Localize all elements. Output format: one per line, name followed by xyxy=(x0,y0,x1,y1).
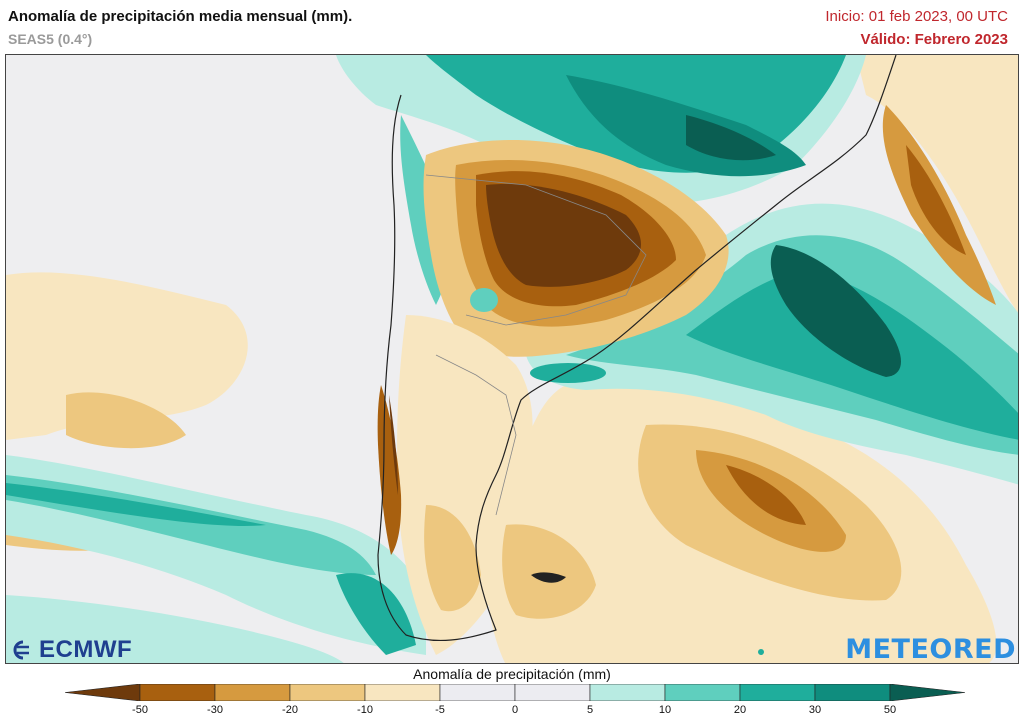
colorbar-segment xyxy=(139,684,216,701)
south-georgia xyxy=(758,649,764,655)
province-borders xyxy=(435,354,517,516)
colorbar-tick-label: 10 xyxy=(658,704,672,716)
colorbar-segment xyxy=(289,684,366,701)
colorbar-tick-label: 5 xyxy=(586,704,594,716)
init-time: Inicio: 01 feb 2023, 00 UTC xyxy=(825,8,1008,25)
colorbar-segment xyxy=(664,684,741,701)
meteored-logo: METEORED xyxy=(845,634,1016,665)
colorbar-tick-label: -10 xyxy=(357,704,373,716)
colorbar-tick-label: 0 xyxy=(511,704,519,716)
colorbar-ticks: -50 -30 -20 -10 -5 0 5 10 20 30 50 xyxy=(0,704,1024,718)
country-borders xyxy=(425,174,647,326)
ecmwf-mark-icon xyxy=(13,640,29,660)
ecmwf-logo: ECMWF xyxy=(10,636,132,664)
north-wet-core xyxy=(686,115,776,161)
legend-title: Anomalía de precipitación (mm) xyxy=(413,666,611,682)
colorbar-segment xyxy=(214,684,291,701)
central-dry-core xyxy=(486,184,641,287)
pacific-dry-core xyxy=(66,392,186,449)
colorbar-segment xyxy=(739,684,816,701)
colorbar-tick-label: 50 xyxy=(883,704,897,716)
colorbar-tick-label: -20 xyxy=(282,704,298,716)
colorbar-segment xyxy=(364,684,441,701)
model-subtitle: SEAS5 (0.4°) xyxy=(8,31,93,47)
map-title: Anomalía de precipitación media mensual … xyxy=(8,8,353,25)
sacz-core xyxy=(770,245,901,377)
colorbar xyxy=(65,684,965,701)
colorbar-tick-label: 30 xyxy=(808,704,822,716)
valid-period: Válido: Febrero 2023 xyxy=(860,31,1008,48)
falkland-islands xyxy=(531,572,566,583)
wet-spot xyxy=(470,288,498,312)
chile-dry-streak xyxy=(377,385,402,555)
colorbar-arrow-low xyxy=(65,684,141,701)
colorbar-tick-label: 20 xyxy=(733,704,747,716)
anomaly-map xyxy=(5,54,1019,664)
colorbar-segment xyxy=(514,684,591,701)
atlantic-shelf-dry xyxy=(502,524,596,619)
colorbar-segment xyxy=(439,684,516,701)
atlantic-dry-core xyxy=(726,465,806,525)
ne-atlantic-dry-outer xyxy=(856,55,1018,313)
colorbar-segment xyxy=(814,684,891,701)
colorbar-segment xyxy=(589,684,666,701)
south-america-coastline xyxy=(377,55,897,642)
colorbar-tick-label: -50 xyxy=(132,704,148,716)
colorbar-tick-label: -30 xyxy=(207,704,223,716)
ne-atlantic-dry-core xyxy=(906,145,966,255)
ecmwf-logo-text: ECMWF xyxy=(39,636,133,663)
colorbar-arrow-high xyxy=(889,684,965,701)
wet-band-core xyxy=(6,483,266,526)
chile-dry-core xyxy=(389,395,398,495)
wet-band-far-south xyxy=(6,595,344,663)
colorbar-tick-label: -5 xyxy=(435,704,445,716)
map-canvas xyxy=(6,55,1018,663)
patagonia-dry xyxy=(424,505,481,612)
chile-south-wet xyxy=(336,573,416,655)
river-plate-wet xyxy=(530,363,606,383)
